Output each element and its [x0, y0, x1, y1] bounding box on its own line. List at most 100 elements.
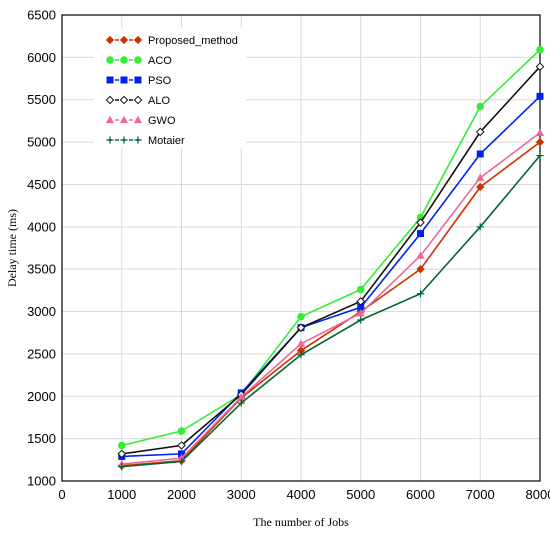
- x-tick-label: 1000: [107, 487, 136, 502]
- data-point: [177, 427, 186, 435]
- legend-marker: [105, 95, 115, 105]
- x-tick-label: 6000: [406, 487, 435, 502]
- legend-marker: [134, 56, 142, 64]
- legend-marker: [119, 95, 129, 105]
- y-tick-label: 5500: [27, 92, 56, 107]
- data-point: [296, 323, 306, 332]
- x-tick-label: 7000: [466, 487, 495, 502]
- legend-label: PSO: [148, 75, 172, 87]
- x-tick-label: 5000: [346, 487, 375, 502]
- legend-marker: [105, 35, 115, 45]
- series-line: [121, 132, 541, 465]
- legend-label: Proposed_method: [148, 35, 238, 47]
- data-point: [416, 265, 425, 274]
- data-point: [476, 102, 485, 111]
- legend-marker: [133, 115, 143, 124]
- series-line: [121, 66, 541, 455]
- data-point: [297, 351, 305, 359]
- legend-marker: [120, 76, 128, 84]
- series-line: [121, 155, 541, 468]
- series-line: [121, 49, 541, 447]
- legend-label: GWO: [148, 115, 176, 127]
- y-tick-label: 6500: [27, 8, 56, 23]
- y-tick-label: 2500: [27, 346, 56, 361]
- data-point: [357, 316, 365, 324]
- data-point: [117, 441, 126, 450]
- plot-frame: [61, 14, 541, 482]
- legend-marker: [105, 115, 115, 124]
- series-line: [121, 95, 541, 458]
- legend-marker: [119, 35, 129, 45]
- series-layer: [117, 45, 545, 471]
- legend-label: ACO: [148, 55, 172, 67]
- legend-item: PSO: [106, 75, 172, 87]
- legend-marker: [106, 76, 114, 84]
- data-point: [237, 399, 245, 407]
- data-point: [416, 230, 424, 238]
- data-point: [535, 137, 545, 147]
- y-tick-label: 1500: [27, 431, 56, 446]
- legend-item: ACO: [106, 55, 172, 67]
- series-pso: [118, 92, 544, 460]
- data-point: [356, 297, 366, 306]
- y-tick-label: 3000: [27, 304, 56, 319]
- data-point: [297, 312, 305, 321]
- data-point: [476, 150, 484, 158]
- x-tick-label: 4000: [287, 487, 316, 502]
- data-point: [117, 449, 127, 459]
- data-point: [118, 462, 126, 471]
- series-alo: [117, 62, 545, 459]
- legend-marker: [133, 35, 143, 45]
- data-point: [356, 309, 365, 317]
- series-motaier: [118, 152, 544, 471]
- y-axis-label: Delay time (ms): [5, 209, 19, 287]
- data-point: [535, 62, 545, 71]
- legend-marker: [119, 115, 129, 124]
- x-tick-label: 3000: [227, 487, 256, 502]
- y-tick-label: 2000: [27, 389, 56, 404]
- data-point: [296, 339, 306, 347]
- legend-item: GWO: [105, 115, 176, 127]
- legend-label: ALO: [148, 95, 170, 107]
- data-point: [416, 218, 425, 227]
- y-tick-label: 4500: [27, 177, 56, 192]
- data-point: [356, 285, 365, 294]
- x-axis-label: The number of Jobs: [253, 515, 349, 529]
- data-point: [536, 45, 544, 54]
- data-point: [476, 173, 485, 181]
- legend-marker: [133, 95, 143, 105]
- legend-marker: [134, 136, 142, 144]
- x-tick-label: 8000: [526, 487, 550, 502]
- legend-marker: [120, 136, 128, 144]
- y-tick-label: 5000: [27, 135, 56, 150]
- data-point: [536, 152, 544, 160]
- series-line: [121, 141, 541, 467]
- legend-item: ALO: [105, 95, 170, 107]
- legend-item: Proposed_method: [105, 35, 238, 47]
- y-tick-label: 4000: [27, 219, 56, 234]
- y-tick-label: 1000: [27, 474, 56, 489]
- legend-item: Motaier: [106, 135, 185, 147]
- data-point: [416, 290, 425, 298]
- legend: Proposed_method ACO PSO ALO GWO Motaier: [94, 28, 246, 148]
- legend-box: [94, 28, 246, 148]
- legend-label: Motaier: [148, 135, 185, 147]
- series-gwo: [117, 128, 545, 468]
- data-point: [476, 223, 484, 231]
- data-point: [475, 127, 485, 137]
- data-point: [476, 182, 485, 192]
- legend-marker: [106, 136, 114, 144]
- data-point: [535, 128, 545, 136]
- axis-ticks: 0100020003000400050006000700080001000150…: [27, 8, 550, 503]
- legend-marker: [134, 76, 142, 84]
- data-point: [177, 441, 186, 450]
- data-point: [536, 92, 544, 100]
- data-point: [416, 251, 425, 259]
- legend-marker: [106, 56, 114, 64]
- x-tick-label: 2000: [167, 487, 196, 502]
- y-tick-label: 3500: [27, 262, 56, 277]
- data-point: [177, 457, 186, 466]
- y-tick-label: 6000: [27, 50, 56, 65]
- x-tick-label: 0: [58, 487, 65, 502]
